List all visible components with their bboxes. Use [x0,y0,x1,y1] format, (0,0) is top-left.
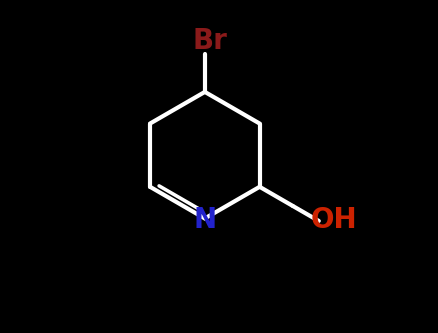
Text: N: N [193,206,216,234]
Text: OH: OH [310,206,356,234]
Text: Br: Br [192,27,227,55]
